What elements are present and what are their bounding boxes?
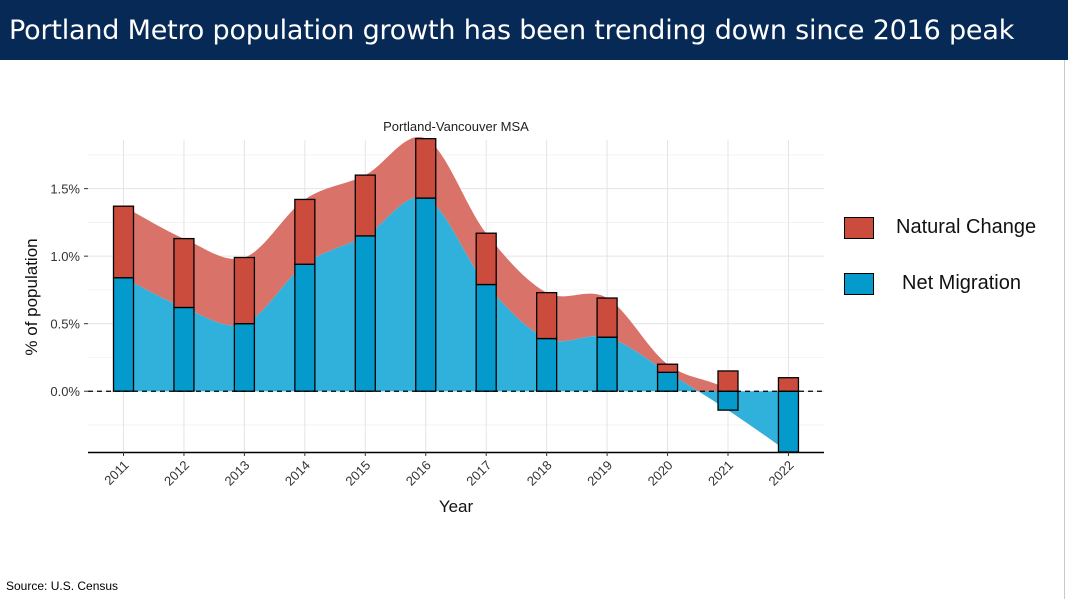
legend-swatch-natural-change — [844, 216, 874, 239]
legend-label-natural-change: Natural Change — [896, 216, 1037, 238]
net-migration-bar-2021 — [717, 390, 739, 411]
natural-change-bar-2017 — [475, 232, 497, 286]
natural-change-bar-2013 — [233, 256, 256, 325]
natural-change-bar-2022 — [777, 377, 800, 392]
y-tick-label: 0.5% — [50, 317, 80, 332]
x-tick-label: 2018 — [524, 458, 555, 489]
x-tick-label: 2013 — [221, 458, 252, 489]
net-migration-bar-2015 — [354, 235, 376, 392]
x-tick-label: 2014 — [282, 458, 313, 489]
natural-change-area — [123, 137, 789, 452]
natural-change-bar-2021 — [717, 370, 739, 392]
legend: Natural Change Net Migration — [844, 212, 1054, 302]
natural-change-bar-2011 — [112, 205, 135, 279]
legend-swatch-net-migration — [844, 272, 874, 295]
net-migration-area — [123, 196, 789, 452]
legend-item-natural-change: Natural Change — [844, 216, 1036, 239]
natural-change-bar-2019 — [596, 297, 618, 338]
x-axis-title: Year — [439, 497, 474, 516]
y-tick-label: 1.5% — [50, 182, 80, 197]
x-tick-label: 2017 — [463, 458, 494, 489]
net-migration-bar-2018 — [536, 337, 558, 392]
legend-item-net-migration: Net Migration — [844, 272, 1021, 295]
natural-change-bar-2018 — [536, 291, 558, 340]
net-migration-bar-2013 — [233, 323, 256, 392]
legend-label-net-migration: Net Migration — [902, 272, 1021, 294]
page-title: Portland Metro population growth has bee… — [9, 14, 1015, 46]
net-migration-bar-2017 — [475, 283, 497, 392]
source-note: Source: U.S. Census — [6, 579, 119, 593]
title-banner: Portland Metro population growth has bee… — [0, 0, 1068, 60]
chart-title: Portland-Vancouver MSA — [383, 119, 529, 134]
natural-change-bar-2016 — [415, 137, 437, 199]
y-axis-title: % of population — [22, 238, 41, 355]
y-tick-label: 1.0% — [50, 249, 80, 264]
x-tick-label: 2011 — [101, 458, 131, 488]
natural-change-bar-2014 — [294, 198, 316, 265]
net-migration-bar-2014 — [294, 263, 316, 392]
smoothed-areas — [123, 137, 789, 452]
net-migration-bar-2020 — [656, 371, 679, 392]
x-tick-label: 2021 — [705, 458, 736, 489]
net-migration-bar-2016 — [415, 197, 437, 392]
natural-change-bar-2020 — [656, 363, 679, 373]
natural-change-bar-2012 — [173, 237, 195, 309]
x-tick-label: 2012 — [161, 458, 192, 489]
x-tick-label: 2016 — [403, 458, 434, 489]
bars — [112, 137, 800, 453]
x-tick-label: 2015 — [342, 458, 373, 489]
net-migration-bar-2012 — [173, 306, 195, 392]
net-migration-bar-2011 — [112, 277, 135, 392]
y-tick-label: 0.0% — [50, 384, 80, 399]
x-tick-label: 2019 — [584, 458, 615, 489]
slide-border — [1064, 60, 1065, 599]
x-tick-label: 2022 — [766, 458, 797, 489]
natural-change-bar-2015 — [354, 174, 376, 237]
x-tick-label: 2020 — [645, 458, 676, 489]
net-migration-bar-2022 — [777, 390, 800, 453]
net-migration-bar-2019 — [596, 336, 618, 392]
